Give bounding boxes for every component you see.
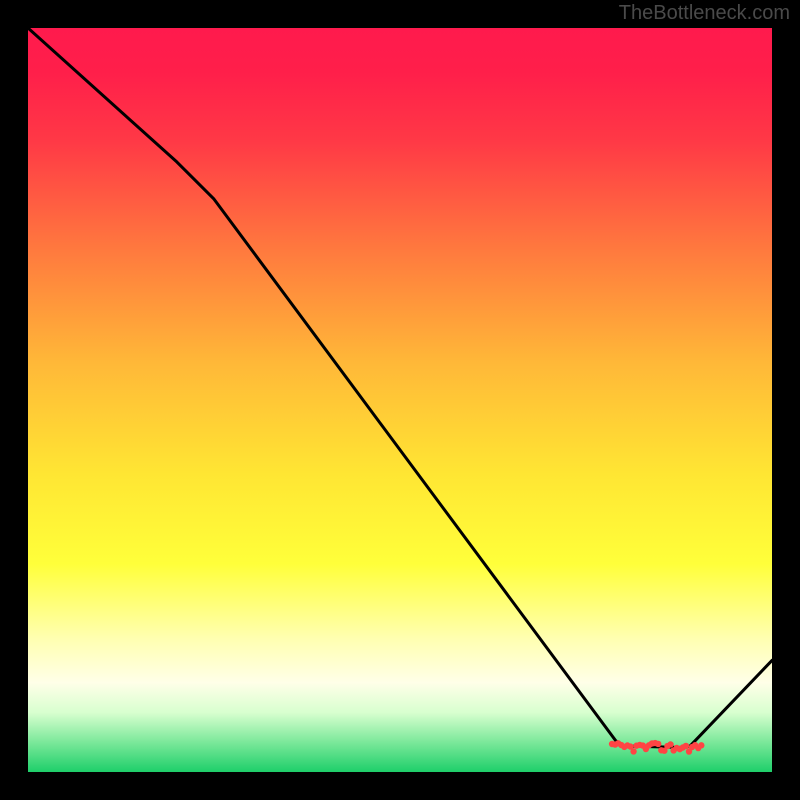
marker-dot xyxy=(698,742,704,748)
marker-dot xyxy=(655,741,661,747)
plot-area xyxy=(28,28,772,772)
marker-dot xyxy=(630,748,636,754)
chart-line xyxy=(28,28,772,747)
marker-dot xyxy=(683,743,689,749)
marker-dot xyxy=(667,741,673,747)
watermark-text: TheBottleneck.com xyxy=(619,2,790,25)
chart-line-layer xyxy=(28,28,772,772)
